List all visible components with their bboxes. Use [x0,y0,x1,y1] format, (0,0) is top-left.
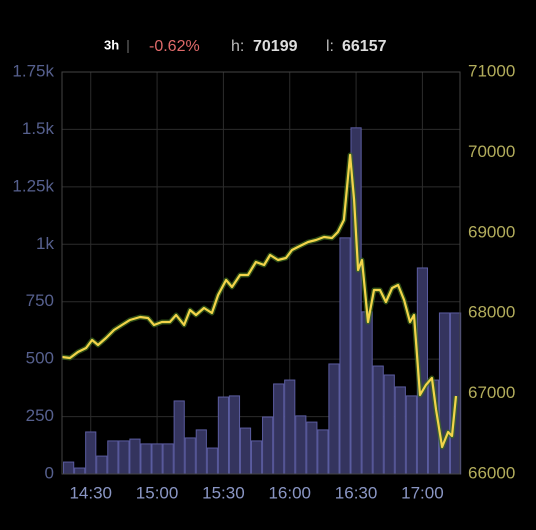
y2-tick-label: 67000 [468,383,515,402]
y2-tick-label: 70000 [468,142,515,161]
volume-bar [339,237,351,475]
y-tick-label: 500 [26,349,54,368]
y-tick-label: 750 [26,291,54,310]
volume-bar [162,443,174,475]
high-label: h: [231,38,244,55]
volume-bar [195,429,207,475]
y-tick-label: 250 [26,406,54,425]
x-tick-label: 16:00 [268,483,311,502]
volume-bar [151,443,163,475]
volume-bar [107,440,119,475]
volume-bar [63,461,75,475]
volume-bar [361,311,373,475]
volume-bar [217,396,229,475]
volume-bar [372,365,384,475]
volume-bar [228,395,241,475]
low-value: 66157 [342,38,387,55]
volume-bar [273,383,285,475]
volume-bar [129,438,141,475]
volume-bar [383,374,395,475]
volume-bar [96,455,108,475]
volume-bar [405,395,417,475]
volume-bar [85,431,97,475]
volume-bar [250,440,263,475]
volume-bar [295,415,307,475]
volume-bar [328,363,340,475]
volume-bar [140,443,152,475]
volume-bar [206,447,218,475]
change: -0.62% [149,38,200,55]
volume-bar [449,312,462,475]
x-tick-label: 16:30 [335,483,378,502]
volume-bar [184,437,196,475]
x-tick-label: 14:30 [69,483,112,502]
y-tick-label: 0 [45,463,54,482]
y2-tick-label: 69000 [468,222,515,241]
y-tick-label: 1.25k [12,176,54,195]
volume-bar [74,467,86,475]
period: 3h [104,37,119,52]
y2-tick-label: 68000 [468,303,515,322]
volume-bar [394,386,406,475]
volume-bar [284,379,296,475]
volume-bar [262,416,274,475]
low-label: l: [326,38,334,55]
y-tick-label: 1k [36,234,54,253]
x-tick-label: 15:30 [202,483,245,502]
volume-bar [173,400,185,475]
high-value: 70199 [253,38,298,55]
y2-tick-label: 66000 [468,463,515,482]
volume-bar [118,440,130,475]
x-tick-label: 17:00 [401,483,444,502]
plot-frame [61,71,461,475]
volume-bar [317,429,329,475]
x-tick-label: 15:00 [136,483,179,502]
volume-bar [438,312,451,475]
price-line [61,153,458,449]
y2-tick-label: 71000 [468,61,515,80]
y-tick-label: 1.5k [22,119,55,138]
volume-bar [306,421,318,475]
volume-bar [239,427,252,475]
y-tick-label: 1.75k [12,61,54,80]
